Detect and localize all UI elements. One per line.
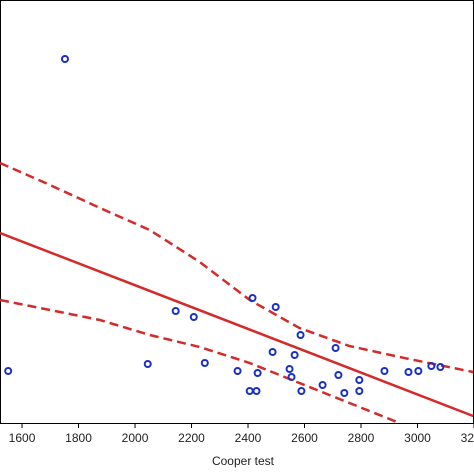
confidence-band <box>0 298 400 425</box>
x-tick-label: 3000 <box>404 431 431 445</box>
point <box>340 389 349 397</box>
x-tick-label: 2600 <box>291 431 318 445</box>
point <box>285 365 294 373</box>
point <box>268 348 277 356</box>
point <box>436 363 445 371</box>
point <box>171 307 180 315</box>
x-tick-label: 2400 <box>235 431 262 445</box>
point <box>60 55 69 63</box>
point <box>355 387 364 395</box>
point <box>143 360 152 368</box>
point <box>252 387 261 395</box>
point <box>253 369 262 377</box>
point <box>297 387 306 395</box>
x-tick-label: 2200 <box>178 431 205 445</box>
point <box>271 303 280 311</box>
point <box>404 368 413 376</box>
point <box>200 359 209 367</box>
point <box>331 344 340 352</box>
point <box>414 367 423 375</box>
point <box>4 367 13 375</box>
point <box>245 387 254 395</box>
x-tick-label: 1800 <box>65 431 92 445</box>
point <box>290 351 299 359</box>
point <box>355 376 364 384</box>
point <box>248 294 257 302</box>
regression-line <box>0 231 474 418</box>
point <box>296 331 305 339</box>
point <box>380 367 389 375</box>
point <box>318 381 327 389</box>
point <box>233 367 242 375</box>
x-tick-label: 1600 <box>9 431 36 445</box>
confidence-band <box>0 161 474 374</box>
point <box>189 313 198 321</box>
point <box>334 371 343 379</box>
x-tick-label: 2000 <box>122 431 149 445</box>
point <box>287 373 296 381</box>
x-axis-label: Cooper test <box>212 454 275 468</box>
x-tick-label: 2800 <box>348 431 375 445</box>
point <box>427 362 436 370</box>
x-tick-label: 3200 <box>461 431 474 445</box>
